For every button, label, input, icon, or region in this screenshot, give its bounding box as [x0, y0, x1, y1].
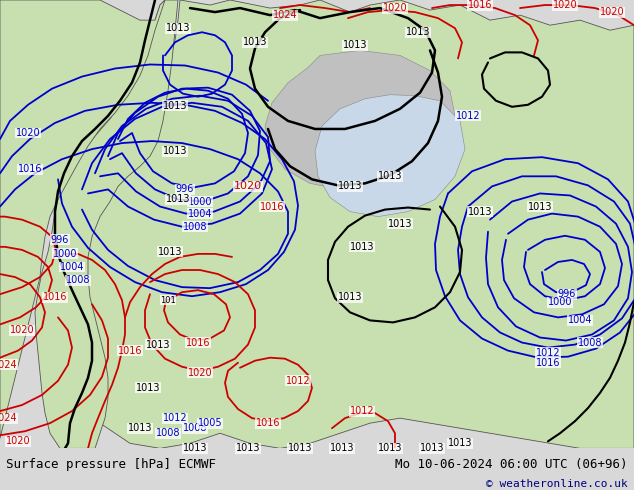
- Text: 1012: 1012: [350, 406, 374, 416]
- Text: 1016: 1016: [536, 358, 560, 368]
- Text: 1004: 1004: [568, 316, 592, 325]
- Text: 1013: 1013: [343, 40, 367, 50]
- Text: 1013: 1013: [288, 443, 313, 453]
- Text: 1024: 1024: [0, 360, 17, 370]
- Text: 1013: 1013: [468, 207, 492, 217]
- Text: 1020: 1020: [188, 368, 212, 378]
- Text: 996: 996: [558, 289, 576, 299]
- Text: 1008: 1008: [578, 338, 602, 347]
- Text: 1013: 1013: [146, 340, 171, 349]
- Text: 1016: 1016: [260, 201, 284, 212]
- Text: 1016: 1016: [118, 345, 142, 356]
- Text: 1013: 1013: [527, 201, 552, 212]
- Text: 1008: 1008: [183, 423, 207, 433]
- Text: 1013: 1013: [388, 219, 412, 229]
- Polygon shape: [35, 0, 178, 448]
- Text: 1013: 1013: [406, 27, 430, 37]
- Text: 1024: 1024: [0, 413, 17, 423]
- Text: 1013: 1013: [163, 101, 187, 111]
- Text: 1012: 1012: [286, 376, 310, 386]
- Text: 1013: 1013: [448, 439, 472, 448]
- Text: 1008: 1008: [66, 275, 90, 285]
- Text: © weatheronline.co.uk: © weatheronline.co.uk: [486, 479, 628, 489]
- Polygon shape: [315, 95, 465, 217]
- Text: 1016: 1016: [18, 164, 42, 174]
- Text: 101: 101: [160, 296, 176, 305]
- Text: 1020: 1020: [553, 0, 578, 10]
- Polygon shape: [50, 0, 634, 448]
- Text: 1024: 1024: [273, 10, 297, 20]
- Text: 1013: 1013: [420, 443, 444, 453]
- Text: Surface pressure [hPa] ECMWF: Surface pressure [hPa] ECMWF: [6, 458, 216, 471]
- Text: 1000: 1000: [188, 196, 212, 206]
- Text: 1013: 1013: [330, 443, 354, 453]
- Text: 1012: 1012: [456, 111, 481, 121]
- Text: 1020: 1020: [600, 7, 624, 17]
- Text: 1016: 1016: [468, 0, 492, 10]
- Text: 1020: 1020: [6, 436, 30, 446]
- Text: 1013: 1013: [183, 443, 207, 453]
- Text: 1013: 1013: [163, 146, 187, 156]
- Text: 1000: 1000: [548, 297, 573, 307]
- Text: 1013: 1013: [165, 23, 190, 33]
- Text: 1013: 1013: [338, 181, 362, 192]
- Text: 1013: 1013: [378, 172, 402, 181]
- Text: 1013: 1013: [378, 443, 402, 453]
- Text: 1004: 1004: [60, 262, 84, 272]
- Text: 1000: 1000: [53, 249, 77, 259]
- Text: 1012: 1012: [163, 413, 187, 423]
- Text: 996: 996: [51, 235, 69, 245]
- Text: 1012: 1012: [536, 347, 560, 358]
- Text: 1013: 1013: [243, 37, 268, 48]
- Text: 1020: 1020: [16, 128, 41, 138]
- Text: 1008: 1008: [183, 221, 207, 232]
- Text: 1020: 1020: [234, 181, 262, 192]
- Text: 1013: 1013: [158, 247, 182, 257]
- Text: 1016: 1016: [42, 292, 67, 302]
- Polygon shape: [0, 0, 165, 438]
- Text: Mo 10-06-2024 06:00 UTC (06+96): Mo 10-06-2024 06:00 UTC (06+96): [395, 458, 628, 471]
- Text: 1016: 1016: [256, 418, 280, 428]
- Polygon shape: [265, 50, 455, 190]
- Text: 1013: 1013: [127, 423, 152, 433]
- Text: 1005: 1005: [198, 418, 223, 428]
- Text: 1020: 1020: [383, 3, 407, 13]
- Text: 1013: 1013: [350, 242, 374, 252]
- Text: 1020: 1020: [10, 325, 34, 336]
- Text: 1013: 1013: [236, 443, 260, 453]
- Text: 1013: 1013: [338, 292, 362, 302]
- Text: 996: 996: [176, 184, 194, 195]
- Text: 1016: 1016: [186, 338, 210, 347]
- Text: 1004: 1004: [188, 209, 212, 219]
- Text: 1008: 1008: [156, 428, 180, 438]
- Text: 1013: 1013: [165, 195, 190, 204]
- Text: 1013: 1013: [136, 383, 160, 393]
